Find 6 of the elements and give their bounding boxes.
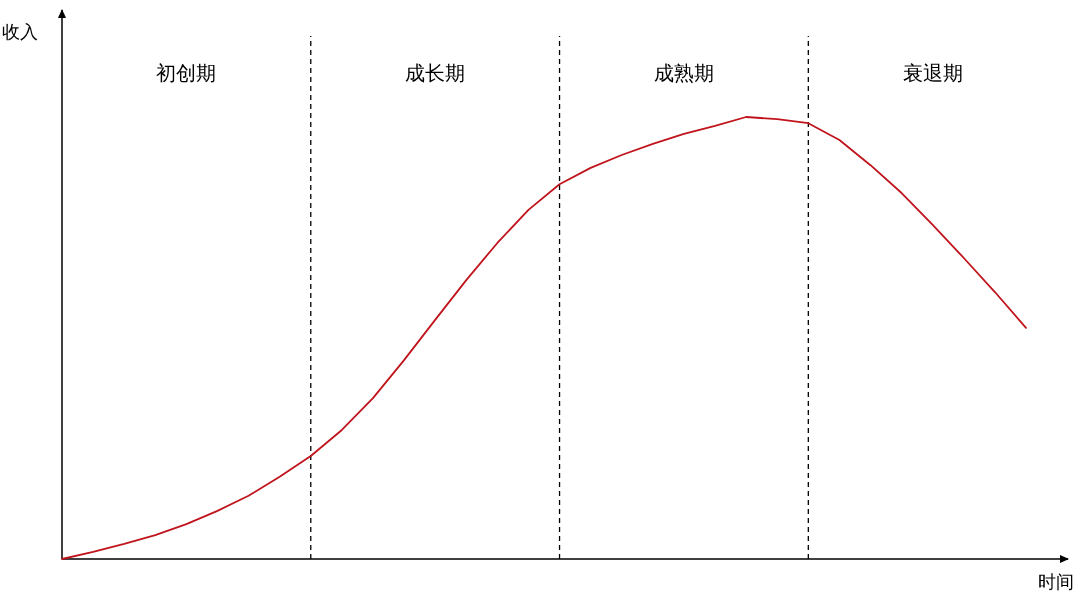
y-axis-title: 收入 — [2, 21, 38, 42]
text: 成熟期 — [653, 61, 714, 85]
text: 成长期 — [405, 61, 466, 85]
text: 衰退期 — [902, 61, 963, 85]
x-axis-title: 时间 — [1038, 571, 1074, 592]
text: 初创期 — [156, 61, 217, 85]
